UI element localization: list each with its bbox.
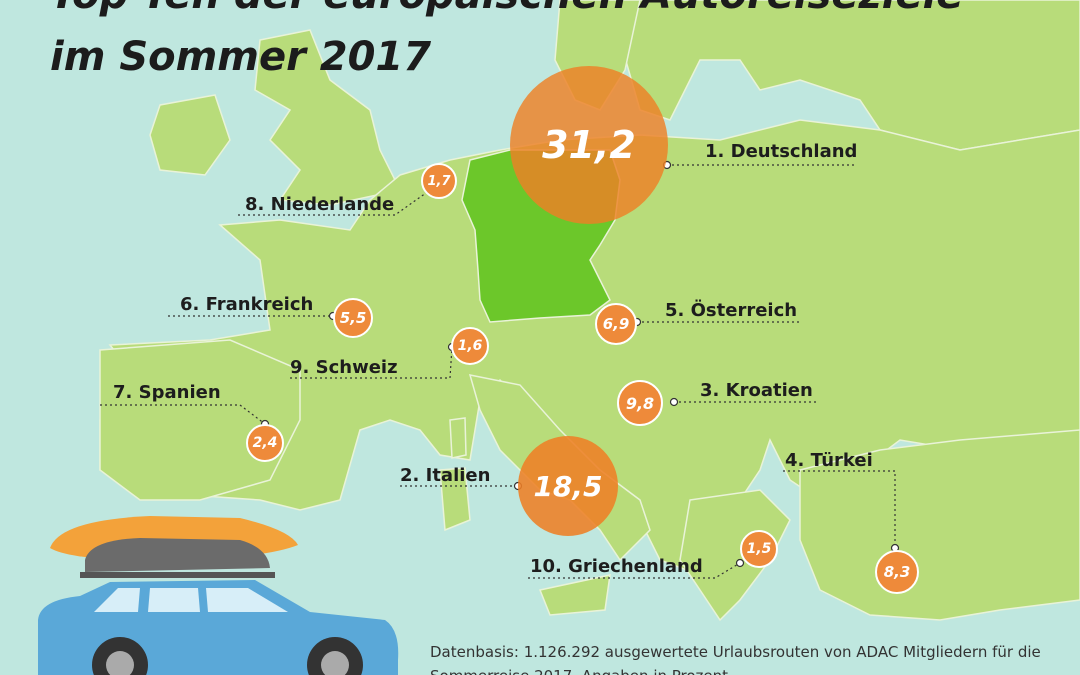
value-bubble-deutschland: 31,2 bbox=[510, 66, 668, 224]
label-frankreich: 6. Frankreich bbox=[180, 294, 314, 315]
leader-niederlande bbox=[238, 182, 441, 216]
ireland-land bbox=[149, 94, 231, 176]
hub-front bbox=[321, 651, 349, 675]
label-niederlande: 8. Niederlande bbox=[245, 194, 395, 215]
value-bubble-schweiz: 1,6 bbox=[451, 327, 489, 365]
label-kroatien: 3. Kroatien bbox=[700, 380, 813, 401]
leader-griechenland bbox=[528, 562, 741, 579]
leader-spanien bbox=[100, 404, 266, 425]
car-window-mid bbox=[148, 588, 200, 612]
great-britain-land bbox=[254, 29, 402, 206]
roof-box bbox=[85, 538, 270, 572]
marker-kroatien bbox=[669, 397, 679, 407]
value-bubble-italien: 18,5 bbox=[518, 436, 618, 536]
roof-rack bbox=[80, 572, 275, 578]
marker-griechenland bbox=[735, 558, 745, 568]
value-bubble-niederlande: 1,7 bbox=[421, 163, 457, 199]
sicily-land bbox=[538, 574, 611, 616]
value-bubble-kroatien: 9,8 bbox=[617, 380, 663, 426]
sardinia-land bbox=[439, 467, 471, 532]
title-line-2: im Sommer 2017 bbox=[50, 34, 432, 80]
leader-tuerkei bbox=[783, 470, 896, 548]
car-window-rear bbox=[94, 588, 140, 612]
value-bubble-griechenland: 1,5 bbox=[740, 530, 778, 568]
value-bubble-frankreich: 5,5 bbox=[333, 298, 373, 338]
label-deutschland: 1. Deutschland bbox=[705, 141, 858, 162]
car-window-front bbox=[206, 588, 288, 612]
title-line-1: Top Ten der europäischen Autoreiseziele bbox=[50, 0, 963, 18]
greece-land bbox=[679, 489, 791, 622]
label-spanien: 7. Spanien bbox=[113, 382, 221, 403]
label-tuerkei: 4. Türkei bbox=[785, 450, 873, 471]
label-schweiz: 9. Schweiz bbox=[290, 357, 398, 378]
value-bubble-spanien: 2,4 bbox=[246, 424, 284, 462]
value-bubble-tuerkei: 8,3 bbox=[875, 550, 919, 594]
label-italien: 2. Italien bbox=[400, 465, 491, 486]
footnote: Datenbasis: 1.126.292 ausgewertete Urlau… bbox=[430, 643, 1041, 675]
hub-rear bbox=[106, 651, 134, 675]
value-bubble-oesterreich: 6,9 bbox=[595, 303, 637, 345]
iberia-land bbox=[99, 339, 301, 501]
leader-schweiz bbox=[290, 346, 453, 379]
car-illustration bbox=[38, 516, 399, 675]
corsica-land bbox=[449, 417, 467, 459]
label-oesterreich: 5. Österreich bbox=[665, 300, 798, 321]
label-griechenland: 10. Griechenland bbox=[530, 556, 703, 577]
turkey-land bbox=[799, 429, 1080, 621]
